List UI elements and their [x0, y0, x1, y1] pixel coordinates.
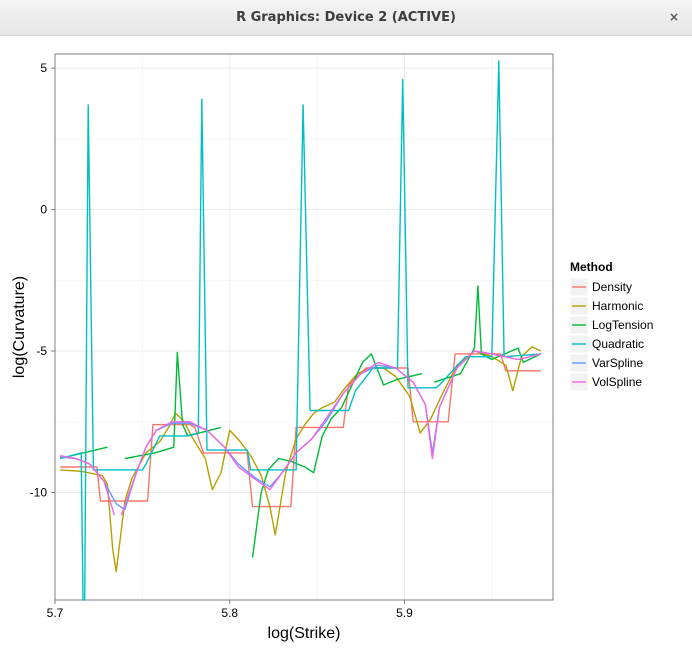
- y-tick-label: 5: [40, 61, 47, 75]
- plot-area: 5.7 5.8 5.9 5 0 -5 -10 log(Strike) log(Curvat…: [0, 36, 692, 648]
- x-tick-label: 5.7: [47, 606, 64, 620]
- series-line-volspline: [60, 455, 116, 516]
- legend-items: Density Harmonic LogTension Quadratic VarSpl…: [569, 277, 653, 392]
- series-line-density: [60, 353, 541, 508]
- legend: Method Density Harmonic LogTension Quadrati…: [569, 260, 653, 392]
- x-tick-label: 5.9: [396, 606, 413, 620]
- series-line-volspline: [120, 350, 541, 516]
- panel-border: [54, 53, 554, 601]
- y-axis-title: log(Curvature): [11, 276, 28, 378]
- series-line-quadratic: [60, 60, 541, 601]
- legend-label-harmonic: Harmonic: [592, 299, 643, 313]
- legend-label-logtension: LogTension: [592, 318, 653, 332]
- y-axis-ticks: 5 0 -5 -10: [30, 61, 55, 499]
- series-layer: [60, 60, 542, 601]
- close-icon[interactable]: ×: [668, 10, 680, 24]
- x-axis-ticks: 5.7 5.8 5.9: [47, 600, 413, 620]
- legend-label-volspline: VolSpline: [592, 375, 642, 389]
- legend-title: Method: [570, 260, 613, 274]
- window-title: R Graphics: Device 2 (ACTIVE): [236, 10, 456, 25]
- legend-label-density: Density: [592, 280, 632, 294]
- legend-label-quadratic: Quadratic: [592, 337, 644, 351]
- y-tick-label: -10: [30, 485, 48, 499]
- legend-label-varspline: VarSpline: [592, 356, 643, 370]
- y-tick-label: 0: [40, 203, 47, 217]
- series-line-logtension: [433, 285, 542, 383]
- title-bar[interactable]: R Graphics: Device 2 (ACTIVE) ×: [0, 0, 692, 36]
- x-tick-label: 5.8: [221, 606, 238, 620]
- y-tick-label: -5: [36, 344, 47, 358]
- series-line-logtension: [251, 353, 423, 558]
- x-axis-title: log(Strike): [268, 625, 341, 642]
